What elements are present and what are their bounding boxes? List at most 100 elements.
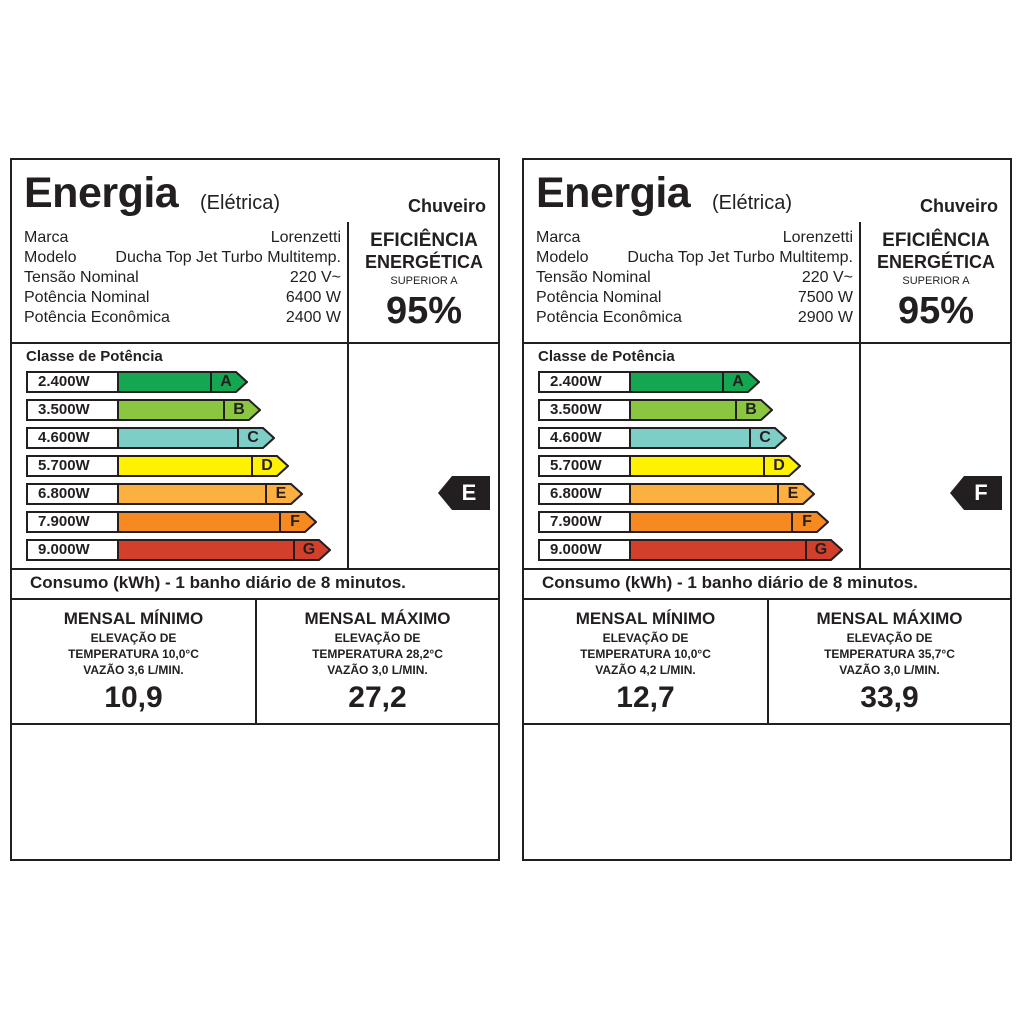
power-class-label: 4.600W [538,427,631,449]
power-class-row: 6.800W E [538,483,815,505]
label-subtitle: (Elétrica) [712,192,793,214]
efficiency-line3: SUPERIOR A [902,275,970,287]
power-class-label: 3.500W [26,399,119,421]
spec-key: Modelo [24,249,77,266]
power-class-bar [631,427,751,449]
power-class-row: 4.600W C [538,427,787,449]
power-class-bar [119,427,239,449]
power-class-letter: G [302,541,316,558]
spec-row: Modelo Ducha Top Jet Turbo Multitemp. [536,248,853,268]
power-class-row: 4.600W C [26,427,275,449]
spec-value: Lorenzetti [782,229,853,246]
monthly-max-line1: ELEVAÇÃO DE [846,631,933,645]
class-arrow-icon [722,371,760,393]
monthly-max-value: 27,2 [348,681,407,714]
divider [12,342,498,344]
monthly-max-line3: VAZÃO 3,0 L/MIN. [839,663,940,677]
label-subtitle: (Elétrica) [200,192,281,214]
power-class-bar [119,455,253,477]
power-class-bar [119,511,281,533]
power-class-label: 7.900W [538,511,631,533]
power-class-letter: E [275,485,287,502]
monthly-min-value: 10,9 [104,681,163,714]
efficiency-line3: SUPERIOR A [390,275,458,287]
power-class-row: 7.900W F [26,511,317,533]
power-class-label: 2.400W [538,371,631,393]
divider [859,222,861,568]
power-class-label: 3.500W [538,399,631,421]
spec-row: Potência Econômica 2400 W [24,308,341,328]
monthly-min-value: 12,7 [616,681,675,714]
power-class-bar [631,539,807,561]
spec-row: Tensão Nominal 220 V~ [24,268,341,288]
monthly-min-line3: VAZÃO 3,6 L/MIN. [83,663,184,677]
class-arrow-icon [210,371,248,393]
monthly-max-line2: TEMPERATURA 35,7°C [824,647,955,661]
spec-row: Tensão Nominal 220 V~ [536,268,853,288]
classes-title: Classe de Potência [538,348,675,365]
power-class-label: 9.000W [26,539,119,561]
monthly-max-title: MENSAL MÁXIMO [816,609,963,628]
power-class-row: 6.800W E [26,483,303,505]
power-class-row: 9.000W G [538,539,843,561]
power-class-letter: C [759,429,771,446]
power-class-row: 3.500W B [26,399,261,421]
spec-value: 6400 W [285,289,341,306]
power-class-letter: B [745,401,757,418]
divider [255,598,257,723]
class-arrow-icon [749,427,787,449]
power-class-letter: C [247,429,259,446]
divider [12,723,498,725]
rating-arrow-icon [438,476,490,510]
monthly-min-line2: TEMPERATURA 10,0°C [68,647,199,661]
label-title: Energia [24,169,179,217]
spec-key: Marca [536,229,581,246]
spec-key: Modelo [536,249,589,266]
spec-key: Potência Nominal [24,289,150,306]
power-class-letter: A [220,373,232,390]
power-class-letter: B [233,401,245,418]
divider [524,723,1010,725]
spec-key: Tensão Nominal [24,269,139,286]
power-class-letter: E [787,485,799,502]
efficiency-value: 95% [385,290,463,332]
spec-value: 2900 W [797,309,853,326]
spec-key: Marca [24,229,69,246]
power-class-letter: D [773,457,785,474]
power-class-label: 9.000W [538,539,631,561]
spec-value: Ducha Top Jet Turbo Multitemp. [115,249,341,266]
power-class-row: 2.400W A [26,371,256,393]
class-arrow-icon [237,427,275,449]
power-class-row: 5.700W D [538,455,801,477]
monthly-min-line1: ELEVAÇÃO DE [602,631,689,645]
class-arrow-icon [763,455,801,477]
consumption-note: Consumo (kWh) - 1 banho diário de 8 minu… [542,573,918,592]
spec-key: Potência Econômica [24,309,170,326]
label-title: Energia [536,169,691,217]
class-arrow-icon [279,511,317,533]
divider [12,568,498,570]
rating-arrow-icon [950,476,1002,510]
power-class-label: 2.400W [26,371,119,393]
efficiency-line1: EFICIÊNCIA [370,230,478,251]
efficiency-line2: ENERGÉTICA [876,252,995,272]
power-class-bar [631,371,724,393]
divider [347,222,349,568]
monthly-max-line1: ELEVAÇÃO DE [334,631,421,645]
spec-row: Marca Lorenzetti [536,228,853,248]
power-class-bar [631,483,779,505]
monthly-min-line1: ELEVAÇÃO DE [90,631,177,645]
spec-row: Marca Lorenzetti [24,228,341,248]
power-class-row: 7.900W F [538,511,829,533]
spec-value: Ducha Top Jet Turbo Multitemp. [627,249,853,266]
class-arrow-icon [805,539,843,561]
power-class-bar [119,539,295,561]
power-class-bar [631,511,793,533]
power-class-letter: F [290,513,300,530]
power-class-row: 9.000W G [26,539,331,561]
efficiency-line2: ENERGÉTICA [364,252,483,272]
efficiency-value: 95% [897,290,975,332]
divider [524,342,1010,344]
monthly-max-line3: VAZÃO 3,0 L/MIN. [327,663,428,677]
monthly-min-line2: TEMPERATURA 10,0°C [580,647,711,661]
